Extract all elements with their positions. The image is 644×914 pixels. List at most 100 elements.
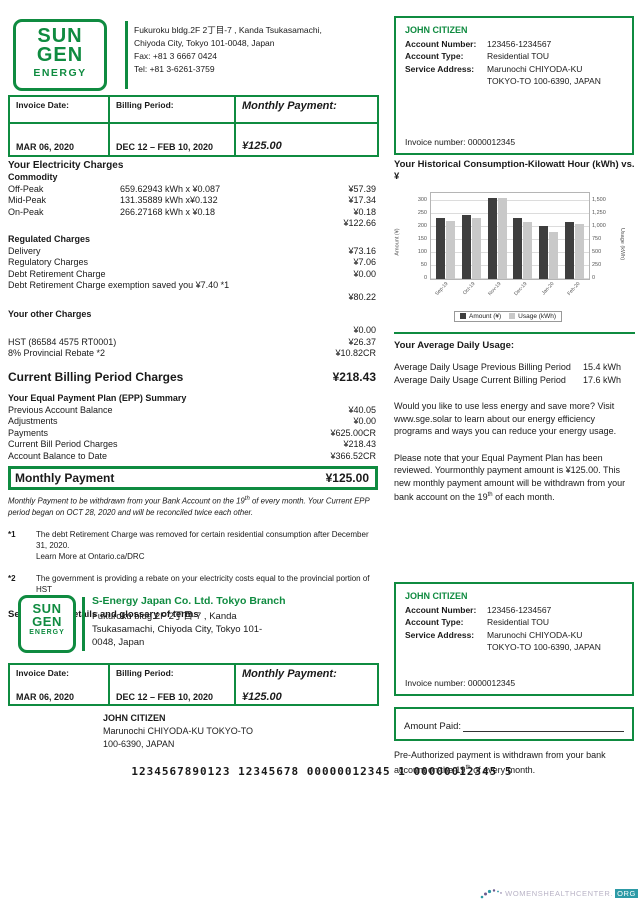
divider [394,332,635,334]
avg-usage-rows: Average Daily Usage Previous Billing Per… [394,361,635,386]
company-address-line: 0048, Japan [92,637,145,648]
superscript: th [487,492,493,498]
right-axis-tick: 500 [592,249,602,255]
right-axis-tick: 1,500 [592,197,606,203]
service-address-label: Service Address: [405,63,475,74]
footnote-text: The government is providing a rebate on … [36,573,370,595]
bar [487,198,497,279]
charge-row: Previous Account Balance ¥40.05 [8,404,376,415]
usage-column: Your Historical Consumption-Kilowatt Hou… [394,159,635,504]
sungen-logo: SUN GEN ENERGY [13,19,107,91]
account-type-label: Account Type: [405,51,464,61]
charge-row: Payments ¥625.00CR [8,427,376,438]
right-axis-tick: 1,250 [592,210,606,216]
invoice-date-label: Invoice Date: [10,97,110,124]
charge-row: Delivery ¥73.16 [8,245,376,256]
monthly-payment-box-amount: ¥125.00 [325,471,369,486]
footnote-line: The government is providing a rebate on … [36,574,370,584]
bar-group [461,215,481,279]
bar [497,198,507,279]
invoice-number: Invoice number: 0000012345 [405,136,516,147]
charge-row: ¥80.22 [348,291,376,302]
bar [446,221,456,279]
consumption-chart: Amount (¥) Usage (kWh) Sep-19 Oct-19 Nov-1… [395,187,628,305]
see-back-note: See back for details and glossary of ter… [8,609,199,621]
amount-paid-field[interactable] [463,721,624,732]
company-name: S-Energy Japan Co. Ltd. Tokyo Branch [92,595,286,607]
bar [548,232,558,279]
superscript: th [465,764,471,771]
monthly-payment-box-label: Monthly Payment [15,471,115,486]
charge-row: Account Balance to Date ¥366.52CR [8,450,376,461]
x-axis-tick-label: Jan-20 [540,281,556,297]
amount-paid-label: Amount Paid: [404,721,462,732]
left-axis-label: Amount (¥) [394,228,401,256]
charge-row: Average Daily Usage Current Billing Peri… [394,374,621,385]
watermark: WOMENSHEALTHCENTER. ORG [479,886,638,900]
left-axis-tick: 100 [417,249,427,255]
billing-period-label: Billing Period: [110,97,236,124]
bar [461,215,471,279]
service-address-value: Marunochi CHIYODA-KU [487,629,583,640]
left-axis-tick: 200 [417,223,427,229]
monthly-payment-label: Monthly Payment: [242,668,337,680]
current-billing-row: Current Billing Period Charges ¥218.43 [8,370,378,384]
mailing-address-block: JOHN CITIZEN Marunochi CHIYODA-KU TOKYO-… [103,712,253,751]
charges-column: Your Electricity Charges Commodity Off-Pe… [8,159,378,620]
charge-row: HST (86584 4575 RT0001) ¥26.37 [8,336,376,347]
right-axis-label: Usage (kWh) [619,227,626,261]
charge-row: Off-Peak 659.62943 kWh x ¥0.087 ¥57.39 [8,183,376,194]
right-axis-tick: 1,000 [592,223,606,229]
charge-row: On-Peak 266.27168 kWh x ¥0.18 ¥0.18 [8,206,376,217]
bar-group [538,226,558,279]
service-address-value: Marunochi CHIYODA-KU [487,63,583,74]
left-axis-tick: 0 [423,275,427,281]
epp-note: Monthly Payment to be withdrawn from you… [8,494,378,518]
charges-rows: Commodity Off-Peak 659.62943 kWh x ¥0.087 ¥… [8,172,378,360]
x-axis-tick-label: Feb-20 [566,281,582,297]
address-line: Tel: +81 3-6261-3759 [134,64,215,74]
preauth-text: Pre-Authorized payment is withdrawn from… [394,750,606,775]
x-axis-tick-label: Sep-19 [434,281,450,297]
account-number-value: 123456-1234567 [487,38,552,49]
footnote-line: Learn More at Ontario.ca/DRC [36,552,145,562]
company-address-line: Tsukasamachi, Chiyoda City, Tokyo 101- [92,624,263,635]
account-type-value: Residential TOU [487,51,550,61]
watermark-logo-icon [480,889,502,899]
invoice-summary-table: Invoice Date: Billing Period: Monthly Pa… [8,95,379,157]
legend-swatch [509,313,516,319]
divider [82,597,85,651]
legend-item: Amount (¥) [460,313,501,320]
chart-title: Your Historical Consumption-Kilowatt Hou… [394,159,635,182]
legend-swatch [460,313,466,319]
right-axis-tick: 250 [592,262,602,268]
remittance-summary-table: Invoice Date: Billing Period: Monthly Pa… [8,663,379,706]
account-number-value: 123456-1234567 [487,604,552,615]
sungen-logo-small: SUN GEN ENERGY [18,595,76,653]
invoice-date-value: MAR 06, 2020 [16,692,75,702]
x-axis-tick-label: Oct-19 [461,281,477,297]
account-type-value: Residential TOU [487,617,550,627]
x-axis-tick-label: Nov-19 [487,281,503,297]
epp-review-note: Please note that your Equal Payment Plan… [394,452,626,504]
charge-row: ¥122.66 [343,218,376,229]
billing-period-value: DEC 12 – FEB 10, 2020 [116,142,214,152]
left-axis-tick: 150 [417,236,427,242]
legend-item: Usage (kWh) [509,313,556,320]
ocr-remittance-line: 1234567890123 12345678 00000012345 1 000… [131,765,513,778]
charge-row: Adjustments ¥0.00 [8,416,376,427]
watermark-text: WOMENSHEALTHCENTER. [505,888,614,898]
logo-subline: ENERGY [29,629,65,636]
bar [471,218,481,279]
current-billing-label: Current Billing Period Charges [8,369,184,384]
logo-line: SUN [32,601,62,616]
watermark-org-badge: ORG [615,888,638,898]
section-regulated: Regulated Charges [8,233,91,244]
company-address: Fukuroku bldg.2F 2丁目-7 , Kanda Tsukasama… [134,24,322,76]
service-address-value: TOKYO-TO 100-6390, JAPAN [487,642,601,652]
mail-address-line: 100-6390, JAPAN [103,739,175,749]
invoice-number: Invoice number: 0000012345 [405,677,516,688]
monthly-payment-value: ¥125.00 [242,691,282,703]
bar-group [436,218,456,279]
